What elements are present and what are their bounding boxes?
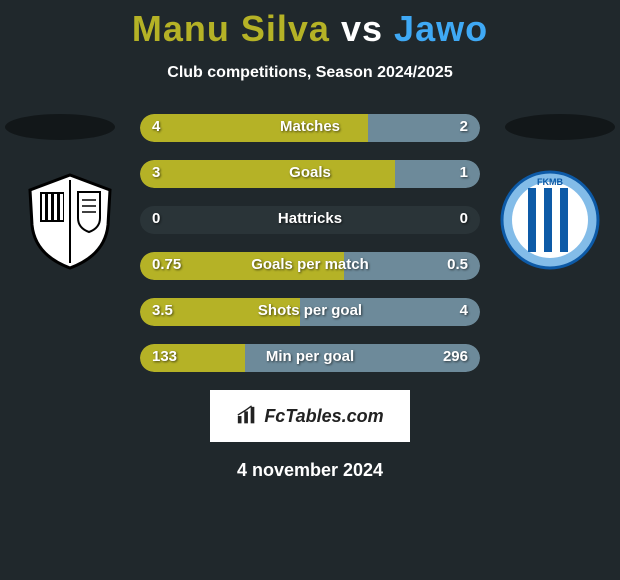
- stat-value-right: 0: [460, 210, 468, 227]
- stat-value-left: 4: [152, 118, 160, 135]
- club-crest-right: FKMB: [500, 170, 600, 270]
- stat-row: Min per goal133 296: [140, 344, 480, 372]
- stat-label: Hattricks: [140, 210, 480, 227]
- stats-bars: Matches42Goals31Hattricks00Goals per mat…: [140, 114, 480, 372]
- stat-value-left: 3.5: [152, 302, 173, 319]
- brand-text: FcTables.com: [264, 406, 383, 427]
- subtitle: Club competitions, Season 2024/2025: [0, 64, 620, 82]
- stat-label: Matches: [140, 118, 480, 135]
- stat-row: Hattricks0 0: [140, 206, 480, 234]
- stat-value-right: 4: [460, 302, 468, 319]
- club-crest-left: [20, 170, 120, 270]
- stat-value-right: 296: [443, 348, 468, 365]
- stat-label: Min per goal: [140, 348, 480, 365]
- stat-value-left: 133: [152, 348, 177, 365]
- stat-value-left: 0: [152, 210, 160, 227]
- player1-name: Manu Silva: [132, 8, 330, 49]
- stat-value-left: 0.75: [152, 256, 181, 273]
- svg-text:FKMB: FKMB: [537, 177, 563, 187]
- stat-row: Matches4 2: [140, 114, 480, 142]
- player2-name: Jawo: [394, 8, 488, 49]
- stat-row: Goals per match0.75 0.5: [140, 252, 480, 280]
- stat-label: Goals per match: [140, 256, 480, 273]
- vitoria-shield-icon: [20, 170, 120, 270]
- mlada-boleslav-crest-icon: FKMB: [500, 170, 600, 270]
- date-text: 4 november 2024: [0, 460, 620, 481]
- content-area: FKMB Matches42Goals31Hattricks00Goals pe…: [0, 114, 620, 372]
- stat-row: Goals3 1: [140, 160, 480, 188]
- stat-row: Shots per goal3.5 4: [140, 298, 480, 326]
- bar-chart-icon: [236, 405, 258, 427]
- stat-value-right: 1: [460, 164, 468, 181]
- stat-label: Goals: [140, 164, 480, 181]
- stat-label: Shots per goal: [140, 302, 480, 319]
- stat-value-right: 2: [460, 118, 468, 135]
- stat-value-right: 0.5: [447, 256, 468, 273]
- comparison-title: Manu Silva vs Jawo: [0, 0, 620, 50]
- shadow-right: [505, 114, 615, 140]
- shadow-left: [5, 114, 115, 140]
- brand-box: FcTables.com: [210, 390, 410, 442]
- vs-text: vs: [341, 8, 383, 49]
- stat-value-left: 3: [152, 164, 160, 181]
